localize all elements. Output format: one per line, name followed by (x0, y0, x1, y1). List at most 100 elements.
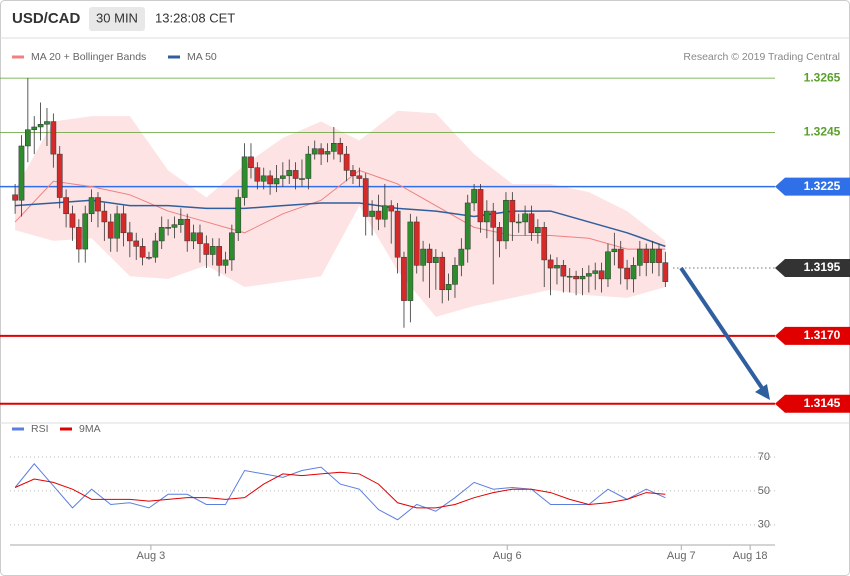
x-tick-label: Aug 18 (733, 550, 768, 562)
candle-body (643, 248, 650, 263)
candle-body (280, 175, 286, 179)
candle-body (248, 156, 254, 168)
candle-body (566, 275, 573, 278)
candle-body (547, 259, 554, 269)
interval: 30 MIN (96, 10, 138, 25)
ma-line (15, 199, 666, 248)
candle-body (356, 175, 363, 179)
candle-body (254, 167, 261, 182)
candle-body (464, 202, 471, 250)
candle-body (184, 218, 191, 242)
candle-body (318, 148, 324, 155)
candle-body (445, 284, 452, 291)
y-tick-label: 30 (758, 519, 770, 531)
candle-body (484, 210, 490, 223)
candle-body (158, 227, 165, 242)
candle-body (413, 221, 420, 266)
candle-body (458, 248, 465, 266)
level-badge (775, 177, 850, 196)
candle-body (605, 251, 611, 280)
candle-body (44, 121, 50, 125)
level-label: 1.3245 (804, 125, 841, 139)
legend-label: MA 50 (187, 51, 217, 63)
legend-label: RSI (31, 423, 49, 435)
x-tick-label: Aug 7 (667, 550, 696, 562)
candle-body (656, 248, 662, 263)
level-badge (775, 394, 850, 413)
candle-body (579, 275, 586, 280)
candle-body (152, 240, 159, 258)
legend-label: MA 20 + Bollinger Bands (31, 51, 146, 63)
candle-body (165, 227, 171, 229)
candle-body (560, 265, 567, 277)
candle-body (649, 248, 656, 263)
level-label: 1.3195 (804, 260, 841, 274)
time: 13:28:08 CET (155, 10, 235, 25)
candle-body (382, 205, 388, 220)
candle-body (471, 189, 477, 204)
symbol: USD/CAD (12, 10, 81, 27)
candle-body (69, 213, 76, 228)
y-tick-label: 50 (758, 485, 770, 497)
level-label: 1.3225 (804, 179, 841, 193)
candle-body (25, 129, 31, 147)
candle-body (178, 218, 184, 225)
candle-body (394, 210, 401, 258)
candle-body (541, 227, 548, 261)
rsi-line (14, 462, 666, 521)
candle-body (273, 178, 280, 185)
candle-body (311, 148, 318, 155)
candle-body (535, 227, 541, 234)
candle-body (190, 232, 197, 242)
candle-body (617, 248, 624, 269)
interval-box (89, 7, 145, 31)
candle-body (63, 197, 69, 215)
projection-arrow (679, 266, 770, 400)
level-badge (775, 326, 850, 345)
candle-body (146, 256, 152, 259)
candle-body (209, 246, 216, 255)
candle-body (107, 221, 114, 239)
candle-body (611, 248, 618, 253)
candle-body (260, 175, 267, 182)
candle-body (31, 126, 38, 130)
candle-body (133, 240, 140, 247)
candle-body (267, 175, 273, 185)
candle-body (420, 248, 426, 266)
candle-body (598, 270, 605, 280)
candle-body (324, 151, 331, 155)
candle-body (522, 213, 528, 223)
candle-body (573, 275, 579, 280)
candle-body (586, 273, 592, 277)
candle-body (222, 259, 229, 266)
candle-body (439, 256, 446, 291)
x-tick-label: Aug 3 (137, 550, 166, 562)
candle-body (127, 232, 133, 242)
candle-body (452, 265, 458, 285)
candle-body (241, 156, 248, 198)
ma-line (14, 169, 666, 250)
candle-body (515, 221, 522, 224)
candle-body (203, 243, 210, 255)
level-badge (775, 259, 850, 278)
candle-body (50, 121, 57, 155)
x-tick-label: Aug 6 (493, 550, 522, 562)
candle-body (82, 213, 89, 250)
candle-body (630, 265, 637, 280)
candle-body (637, 248, 643, 266)
candle-body (362, 178, 369, 217)
candle-body (490, 210, 497, 228)
candle-body (592, 270, 599, 274)
candle-body (299, 178, 305, 180)
candle-body (350, 170, 356, 177)
candle-body (216, 246, 222, 266)
candle-body (120, 213, 127, 234)
candle-body (235, 197, 242, 234)
candle-body (171, 224, 178, 228)
candle-body (369, 210, 375, 217)
candle-body (477, 189, 484, 223)
candle-body (286, 170, 293, 177)
candle-body (88, 197, 95, 215)
candle-body (407, 221, 414, 301)
